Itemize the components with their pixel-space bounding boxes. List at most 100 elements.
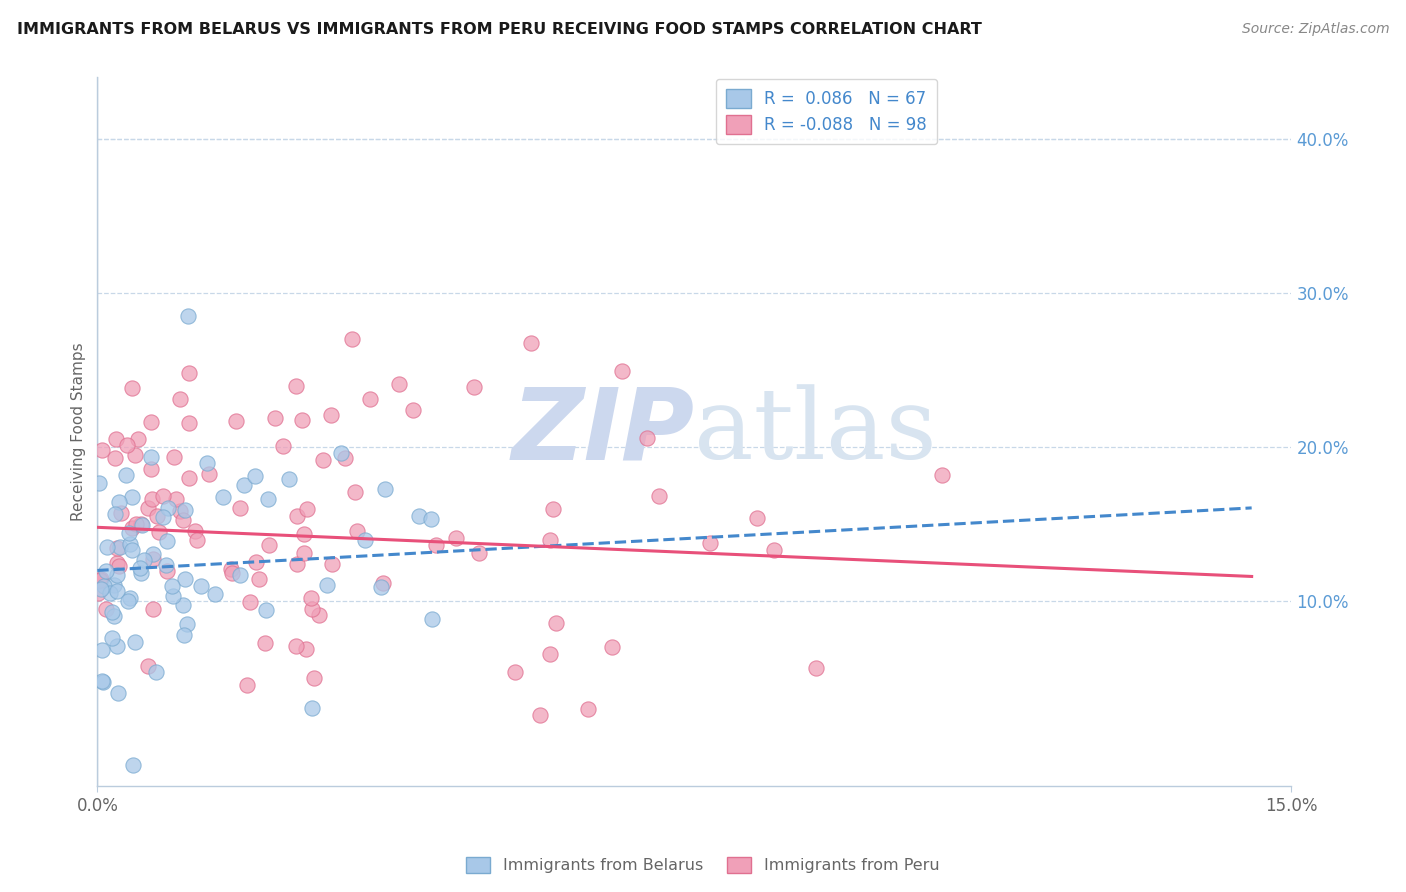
Point [117,594,139,608]
Point [284,639,307,653]
Point [121,490,143,504]
Point [648,489,671,503]
Point [115,467,138,482]
Point [225,414,247,428]
Point [90,642,112,657]
Point [374,482,396,496]
Point [295,641,318,656]
Point [104,508,127,522]
Point [468,546,491,560]
Point [329,446,352,460]
Point [253,636,276,650]
Point [538,647,561,661]
Point [245,469,267,483]
Point [105,568,128,582]
Point [319,409,342,423]
Point [152,510,174,524]
Point [359,392,381,406]
Point [177,366,200,380]
Point [408,508,430,523]
Point [156,565,179,579]
Point [699,535,721,549]
Point [105,556,128,570]
Point [120,536,142,550]
Y-axis label: Receiving Food Stamps: Receiving Food Stamps [72,343,86,521]
Point [291,413,314,427]
Point [446,531,468,545]
Point [308,608,330,623]
Text: ZIP: ZIP [512,384,695,480]
Point [197,456,219,470]
Point [96,565,118,579]
Point [600,640,623,654]
Point [90,582,112,597]
Point [108,541,131,555]
Text: Source: ZipAtlas.com: Source: ZipAtlas.com [1241,22,1389,37]
Point [387,376,409,391]
Point [245,555,267,569]
Text: atlas: atlas [695,384,938,480]
Point [124,448,146,462]
Point [763,543,786,558]
Point [546,615,568,630]
Point [134,553,156,567]
Point [233,478,256,492]
Point [264,410,287,425]
Point [165,491,187,506]
Point [370,580,392,594]
Point [142,548,165,562]
Point [124,635,146,649]
Point [301,602,323,616]
Point [576,702,599,716]
Point [186,533,208,548]
Point [129,566,152,580]
Point [610,364,633,378]
Point [503,665,526,680]
Point [169,504,191,518]
Point [520,336,543,351]
Point [157,500,180,515]
Point [212,491,235,505]
Point [94,602,117,616]
Point [145,665,167,680]
Point [103,578,125,592]
Point [148,524,170,539]
Point [292,546,315,560]
Point [96,540,118,554]
Point [221,566,243,580]
Point [541,502,564,516]
Point [141,551,163,566]
Point [172,513,194,527]
Point [107,495,129,509]
Point [177,309,200,323]
Point [128,561,150,575]
Point [173,503,195,517]
Point [285,509,308,524]
Point [636,431,658,445]
Point [107,558,129,573]
Point [173,628,195,642]
Point [176,617,198,632]
Point [197,467,219,481]
Point [121,520,143,534]
Point [257,539,280,553]
Point [163,450,186,464]
Point [121,381,143,395]
Point [141,492,163,507]
Point [420,512,443,526]
Point [152,489,174,503]
Point [120,591,142,606]
Point [285,557,308,571]
Point [100,631,122,645]
Point [236,678,259,692]
Point [105,541,128,556]
Point [342,332,364,346]
Point [101,605,124,619]
Point [142,601,165,615]
Point [292,527,315,541]
Point [297,502,319,516]
Point [538,533,561,547]
Point [129,517,152,532]
Point [169,392,191,406]
Point [229,500,252,515]
